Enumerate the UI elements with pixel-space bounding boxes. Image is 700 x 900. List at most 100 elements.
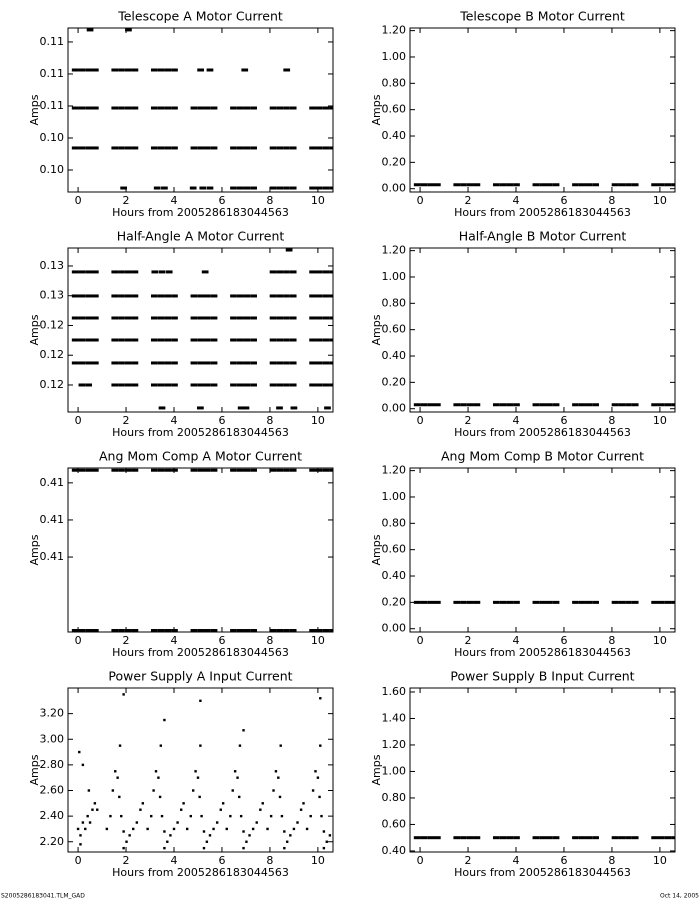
point [506,600,514,604]
point [283,294,290,298]
x-tick-label: 4 [513,414,520,427]
point [283,361,290,365]
point [269,468,277,472]
point [250,468,257,472]
point [289,316,297,320]
point [91,338,99,342]
point [318,795,321,799]
point [150,146,158,150]
x-tick-label: 4 [171,854,178,867]
point [93,802,97,805]
point [166,840,169,843]
y-tick-label: 0.12 [40,378,65,391]
point [309,270,316,274]
point [328,834,332,837]
point [96,808,99,811]
point [285,840,289,843]
point [329,361,333,365]
point [611,836,619,840]
point [206,186,214,190]
y-tick-label: 1.00 [382,50,407,63]
point [289,186,297,190]
point [190,316,198,320]
point [513,836,520,840]
point [122,846,125,850]
point [157,294,165,298]
point [71,629,79,632]
point [131,106,139,110]
point [329,383,333,387]
point [289,146,297,150]
point [269,361,277,365]
x-axis-label: Hours from 2005286183044563 [454,646,631,659]
point [197,316,204,320]
point [91,808,94,811]
point [324,406,331,410]
point [250,383,257,387]
point [118,338,125,342]
point [124,316,132,320]
point [86,28,94,32]
point [161,186,168,190]
point [578,836,586,840]
plot-marks [71,468,333,632]
point [118,294,125,298]
point [157,68,165,72]
point [111,68,119,72]
point [250,316,257,320]
point [150,468,158,472]
y-tick-label: 1.60 [382,685,407,698]
point [315,361,323,365]
point [657,600,665,604]
y-axis-label: Amps [28,94,41,125]
point [283,68,291,72]
point [329,294,333,298]
point [91,361,99,365]
point [157,629,165,632]
point [78,270,86,274]
x-tick-label: 6 [560,414,567,427]
y-tick-label: 3.20 [40,707,65,720]
point [539,183,546,187]
x-axis-label: Hours from 2005286183044563 [112,206,289,219]
point [157,316,165,320]
point [283,629,290,632]
point [158,406,166,410]
point [150,338,158,342]
point [230,338,237,342]
point [309,814,312,818]
point [78,338,86,342]
point [585,183,593,187]
point [329,468,333,472]
point [259,808,262,811]
point [109,814,112,818]
point [243,316,251,320]
point [413,183,421,187]
point [203,361,211,365]
point [322,361,330,365]
plot-marks [71,248,333,410]
point [91,629,99,632]
y-tick-label: 0.60 [382,543,407,556]
point [283,830,286,833]
point [289,834,292,837]
x-tick-label: 6 [218,634,225,647]
point [165,270,173,274]
point [572,600,579,604]
point [539,600,546,604]
point [233,770,237,773]
point [539,836,546,840]
point [289,468,297,472]
point [283,468,290,472]
point [466,836,474,840]
point [315,106,323,110]
point [243,294,251,298]
point [122,693,125,696]
point [76,827,80,831]
y-tick-label: 0.40 [382,844,407,857]
x-axis-label: Hours from 2005286183044563 [112,646,289,659]
plot-marks [71,28,333,190]
point [225,827,228,831]
chart-panel: Half-Angle A Motor Current Hours from 200… [28,229,334,439]
point [78,361,86,365]
